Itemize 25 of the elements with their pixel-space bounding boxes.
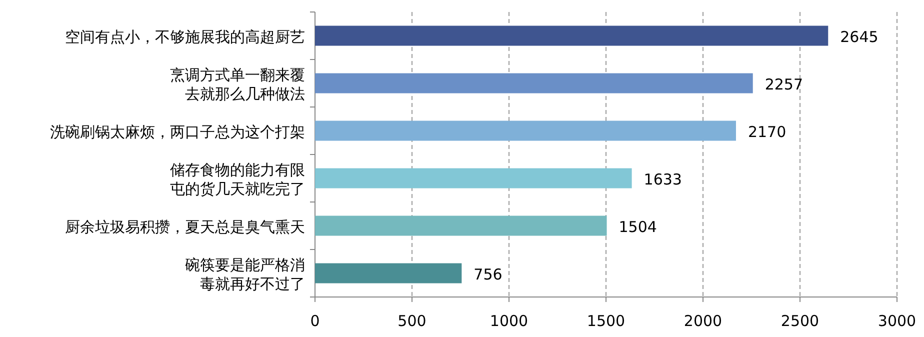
bar — [315, 168, 632, 188]
data-label: 2257 — [764, 75, 804, 94]
x-tick-label: 1000 — [490, 312, 528, 330]
data-label: 1504 — [618, 218, 657, 236]
data-label: 2170 — [748, 122, 786, 141]
data-label: 1633 — [644, 170, 682, 188]
bar — [315, 263, 462, 284]
x-tick-label: 3000 — [878, 312, 916, 330]
x-tick-label: 2500 — [780, 312, 820, 330]
x-tick-label: 500 — [398, 312, 426, 330]
data-label: 756 — [474, 265, 502, 284]
y-tick-label: 碗筷要是能严格消毒就再好不过了 — [185, 256, 305, 293]
y-tick-label: 厨余垃圾易积攒，夏天总是臭气熏天 — [65, 218, 305, 236]
y-tick-label: 烹调方式单一翻来覆去就那么几种做法 — [170, 66, 305, 103]
x-tick-label: 2000 — [684, 312, 722, 330]
y-tick-label: 储存食物的能力有限屯的货几天就吃完了 — [170, 160, 305, 198]
bar — [315, 216, 607, 236]
bar — [315, 73, 753, 94]
y-tick-label: 空间有点小，不够施展我的高超厨艺 — [65, 28, 305, 46]
data-label: 2645 — [840, 28, 878, 46]
bar — [315, 120, 736, 141]
bar — [315, 26, 828, 46]
y-tick-label: 洗碗刷锅太麻烦，两口子总为这个打架 — [50, 122, 305, 141]
x-tick-label: 1500 — [586, 312, 626, 330]
x-tick-label: 0 — [310, 312, 320, 330]
